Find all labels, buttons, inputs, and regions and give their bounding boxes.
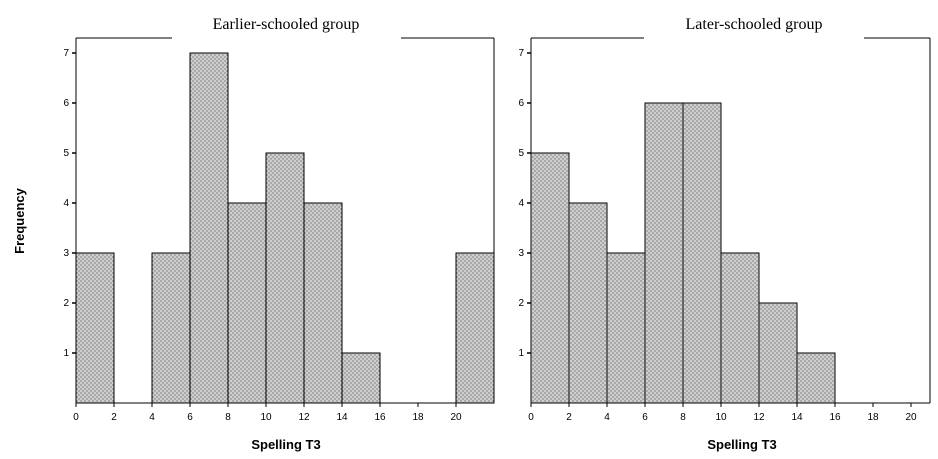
x-tick-label: 4 bbox=[149, 412, 155, 423]
x-axis-title: Spelling T3 bbox=[707, 437, 776, 452]
histogram-bar bbox=[720, 252, 760, 404]
histogram-bar bbox=[265, 152, 305, 404]
histogram-bar bbox=[644, 102, 684, 404]
y-tick-label: 2 bbox=[518, 298, 524, 309]
x-tick-label: 6 bbox=[187, 412, 193, 423]
histogram-bar bbox=[227, 202, 267, 404]
y-tick-label: 3 bbox=[63, 248, 69, 259]
histogram-bar bbox=[455, 252, 495, 404]
y-tick-label: 7 bbox=[63, 48, 69, 59]
x-tick-label: 10 bbox=[715, 412, 727, 423]
y-tick-label: 1 bbox=[518, 348, 524, 359]
x-tick-label: 4 bbox=[604, 412, 610, 423]
x-tick-label: 18 bbox=[412, 412, 424, 423]
y-axis-ticks: 1 2 3 4 5 6 7 bbox=[518, 48, 531, 359]
x-tick-label: 8 bbox=[680, 412, 686, 423]
y-tick-label: 2 bbox=[63, 298, 69, 309]
y-tick-label: 7 bbox=[518, 48, 524, 59]
y-tick-label: 6 bbox=[518, 98, 524, 109]
y-tick-label: 4 bbox=[518, 198, 524, 209]
y-tick-label: 1 bbox=[63, 348, 69, 359]
x-tick-label: 0 bbox=[73, 412, 79, 423]
x-tick-label: 12 bbox=[298, 412, 310, 423]
y-axis-title: Frequency bbox=[12, 187, 27, 254]
x-tick-label: 20 bbox=[905, 412, 917, 423]
panel-title: Earlier-schooled group bbox=[213, 16, 360, 33]
x-axis-ticks: 0 2 4 6 8 10 12 14 16 18 20 bbox=[73, 403, 462, 423]
x-tick-label: 18 bbox=[867, 412, 879, 423]
y-tick-label: 4 bbox=[63, 198, 69, 209]
histogram-bar bbox=[530, 152, 570, 404]
histogram-bar bbox=[151, 252, 191, 404]
histogram-bars bbox=[75, 52, 495, 404]
histogram-bar bbox=[341, 352, 381, 404]
x-tick-label: 12 bbox=[753, 412, 765, 423]
x-tick-label: 8 bbox=[225, 412, 231, 423]
x-tick-label: 20 bbox=[450, 412, 462, 423]
y-tick-label: 5 bbox=[518, 148, 524, 159]
histogram-bar bbox=[606, 252, 646, 404]
histogram-bar bbox=[682, 102, 722, 404]
y-tick-label: 3 bbox=[518, 248, 524, 259]
x-tick-label: 6 bbox=[642, 412, 648, 423]
x-tick-label: 2 bbox=[566, 412, 572, 423]
histogram-bar bbox=[189, 52, 229, 404]
x-tick-label: 2 bbox=[111, 412, 117, 423]
y-axis-ticks: 1 2 3 4 5 6 7 bbox=[63, 48, 76, 359]
histogram-bar bbox=[758, 302, 798, 404]
y-tick-label: 6 bbox=[63, 98, 69, 109]
x-tick-label: 16 bbox=[374, 412, 386, 423]
histogram-bar bbox=[75, 252, 115, 404]
x-tick-label: 16 bbox=[829, 412, 841, 423]
histogram-bar bbox=[568, 202, 608, 404]
x-tick-label: 14 bbox=[791, 412, 803, 423]
y-tick-label: 5 bbox=[63, 148, 69, 159]
histogram-bars bbox=[530, 102, 836, 404]
histogram-bar bbox=[796, 352, 836, 404]
histogram-bar bbox=[303, 202, 343, 404]
x-tick-label: 10 bbox=[260, 412, 272, 423]
x-axis-title: Spelling T3 bbox=[251, 437, 320, 452]
x-tick-label: 14 bbox=[336, 412, 348, 423]
panel-title: Later-schooled group bbox=[686, 16, 823, 33]
x-tick-label: 0 bbox=[528, 412, 534, 423]
x-axis-ticks: 0 2 4 6 8 10 12 14 16 18 20 bbox=[528, 403, 917, 423]
